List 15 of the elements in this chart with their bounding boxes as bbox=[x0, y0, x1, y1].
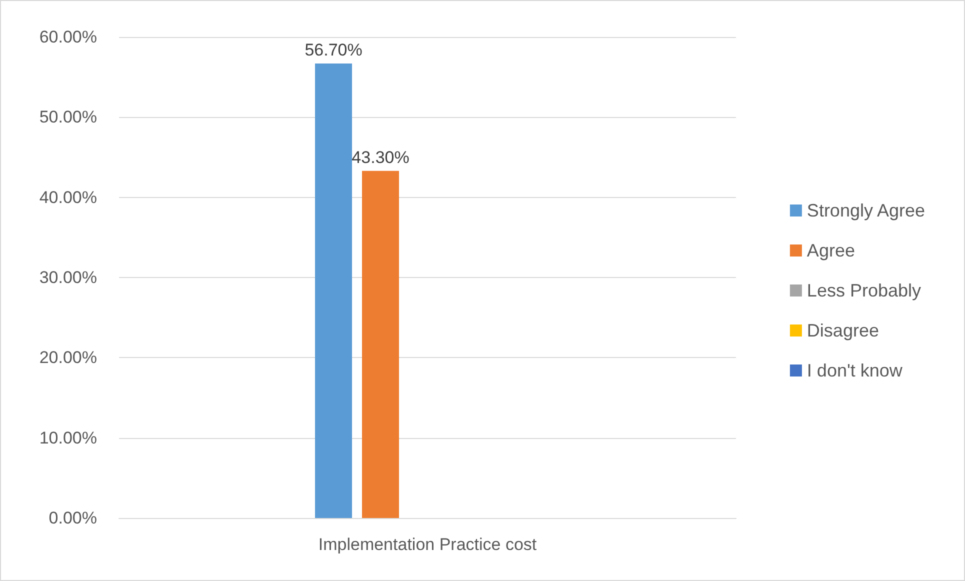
y-tick-label: 60.00% bbox=[39, 28, 97, 46]
y-tick-label: 20.00% bbox=[39, 348, 97, 368]
legend-label: Strongly Agree bbox=[806, 200, 926, 220]
y-tick-label: 0.00% bbox=[48, 508, 97, 528]
y-tick-label: 30.00% bbox=[39, 268, 97, 287]
legend-label: Agree bbox=[806, 240, 855, 260]
y-tick-label: 40.00% bbox=[39, 188, 97, 207]
x-tick-label: Implementation Practice cost bbox=[318, 535, 537, 554]
y-tick-label: 10.00% bbox=[39, 428, 97, 448]
legend-label: Less Probably bbox=[806, 280, 922, 300]
legend-label: I don't know bbox=[806, 360, 904, 380]
legend-label: Disagree bbox=[806, 320, 879, 340]
data-label: 43.30% bbox=[352, 148, 410, 167]
data-label: 56.70% bbox=[304, 40, 362, 60]
y-tick-label: 50.00% bbox=[39, 108, 97, 127]
